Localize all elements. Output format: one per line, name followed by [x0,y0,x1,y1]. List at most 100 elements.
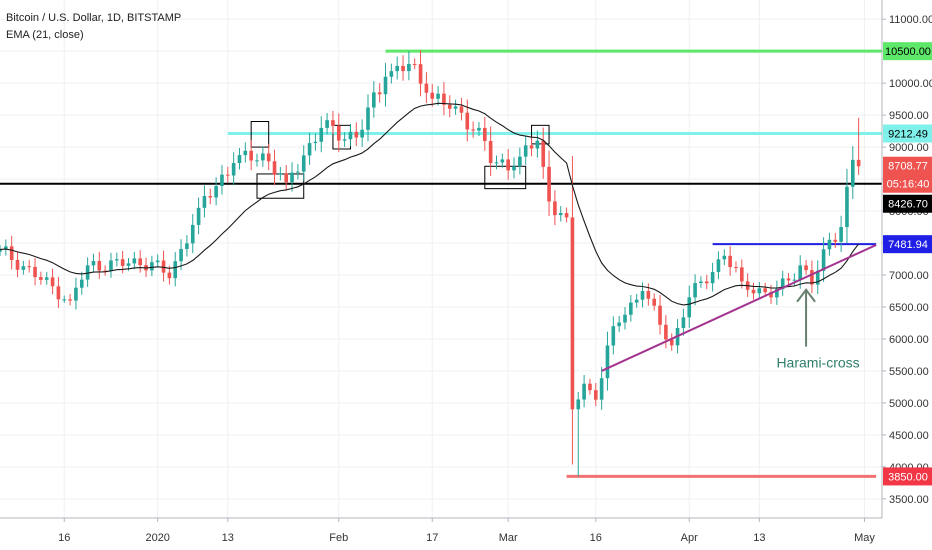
candle-body [319,127,324,142]
candle-body [91,260,96,266]
candle-body [401,65,405,72]
candle-body [833,239,838,242]
candle-body [366,107,370,130]
candle-body [845,186,849,228]
time-tick-label: Feb [329,532,348,544]
candle-body [494,162,499,164]
price-tick-label: 10000.00 [889,78,932,90]
candle-body [62,299,67,301]
candle-body [740,267,744,282]
candle-body [658,305,662,325]
level-label-blue: 7481.94 [888,239,928,251]
candle-body [850,159,855,187]
candle-body [155,260,160,263]
level-label-blue-bg [883,235,932,254]
candle-body [336,125,341,141]
candle-body [459,106,464,113]
candle-body [734,267,738,269]
level-label-red-bg [883,467,932,486]
candle-body [237,155,242,164]
candle-body [389,71,394,77]
candle-body [693,283,697,298]
candle-body [0,249,2,252]
candle-body [652,298,657,306]
candle-body [255,160,259,162]
candle-body [535,140,540,149]
candle-body [56,286,61,300]
pattern-box [250,121,270,148]
countdown-label: 05:16:40 [887,179,930,191]
candle-body [623,314,627,323]
candle-body [786,278,791,281]
time-tick-label: 17 [426,532,438,544]
candle-body [465,112,470,130]
candle-body [541,140,546,167]
trendline [601,244,877,372]
candle-body [576,399,581,410]
candle-body [243,150,248,156]
candle-body [79,279,84,288]
candle-body [792,279,797,281]
level-label-black: 8426.70 [888,199,928,211]
level-label-green: 10500.00 [885,46,931,58]
candle-body [126,263,131,266]
candle-body [804,265,808,271]
candle-body [518,156,522,167]
price-tick-label: 5000.00 [889,398,929,410]
candle-body [301,155,306,172]
candle-body [611,326,616,346]
time-tick-label: Apr [681,532,698,544]
candle-body [553,201,557,216]
price-tick-label: 5500.00 [889,366,929,378]
chart-header: Bitcoin / U.S. Dollar, 1D, BITSTAMP EMA (… [6,12,181,41]
candle-body [582,383,586,400]
candle-body [284,173,289,183]
candle-body [103,270,107,272]
time-tick-label: 13 [222,532,234,544]
level-label-cyan-bg [883,124,932,143]
candle-body [605,345,610,379]
candle-body [588,383,592,391]
candle-body [173,261,178,279]
candle-body [115,259,119,261]
candle-body [728,255,732,268]
candle-body [190,224,195,244]
candle-body [296,171,300,173]
last-price-bg [883,156,932,193]
candle-body [354,131,359,138]
price-tick-label: 7000.00 [889,270,929,282]
candle-body [313,141,318,144]
candle-body [272,161,277,175]
candle-body [412,63,417,65]
candles [0,50,861,477]
time-tick-label: Mar [499,532,518,544]
candle-body [167,272,172,279]
candle-body [360,129,364,138]
candle-body [512,166,516,171]
time-tick-label: 2020 [145,532,169,544]
candle-body [50,277,55,287]
candle-body [564,213,569,218]
candle-body [407,63,411,72]
candle-body [471,129,475,131]
candle-body [769,292,773,298]
candle-body [383,76,388,95]
candle-body [266,153,271,162]
level-label-cyan: 9212.49 [888,128,928,140]
candle-body [699,281,703,284]
candle-body [430,92,435,99]
candle-body [716,259,721,273]
time-tick-label: May [854,532,875,544]
price-axis: 3500.004000.004500.005000.005500.006000.… [881,0,932,518]
candle-body [506,159,510,171]
symbol-title: Bitcoin / U.S. Dollar, 1D, BITSTAMP [6,12,181,24]
candle-body [9,246,14,260]
candle-body [839,227,843,242]
candle-body [488,140,493,164]
candle-body [722,255,727,260]
candle-body [856,159,861,167]
candle-body [39,277,43,280]
candle-body [593,390,598,400]
price-tick-label: 3500.00 [889,494,929,506]
